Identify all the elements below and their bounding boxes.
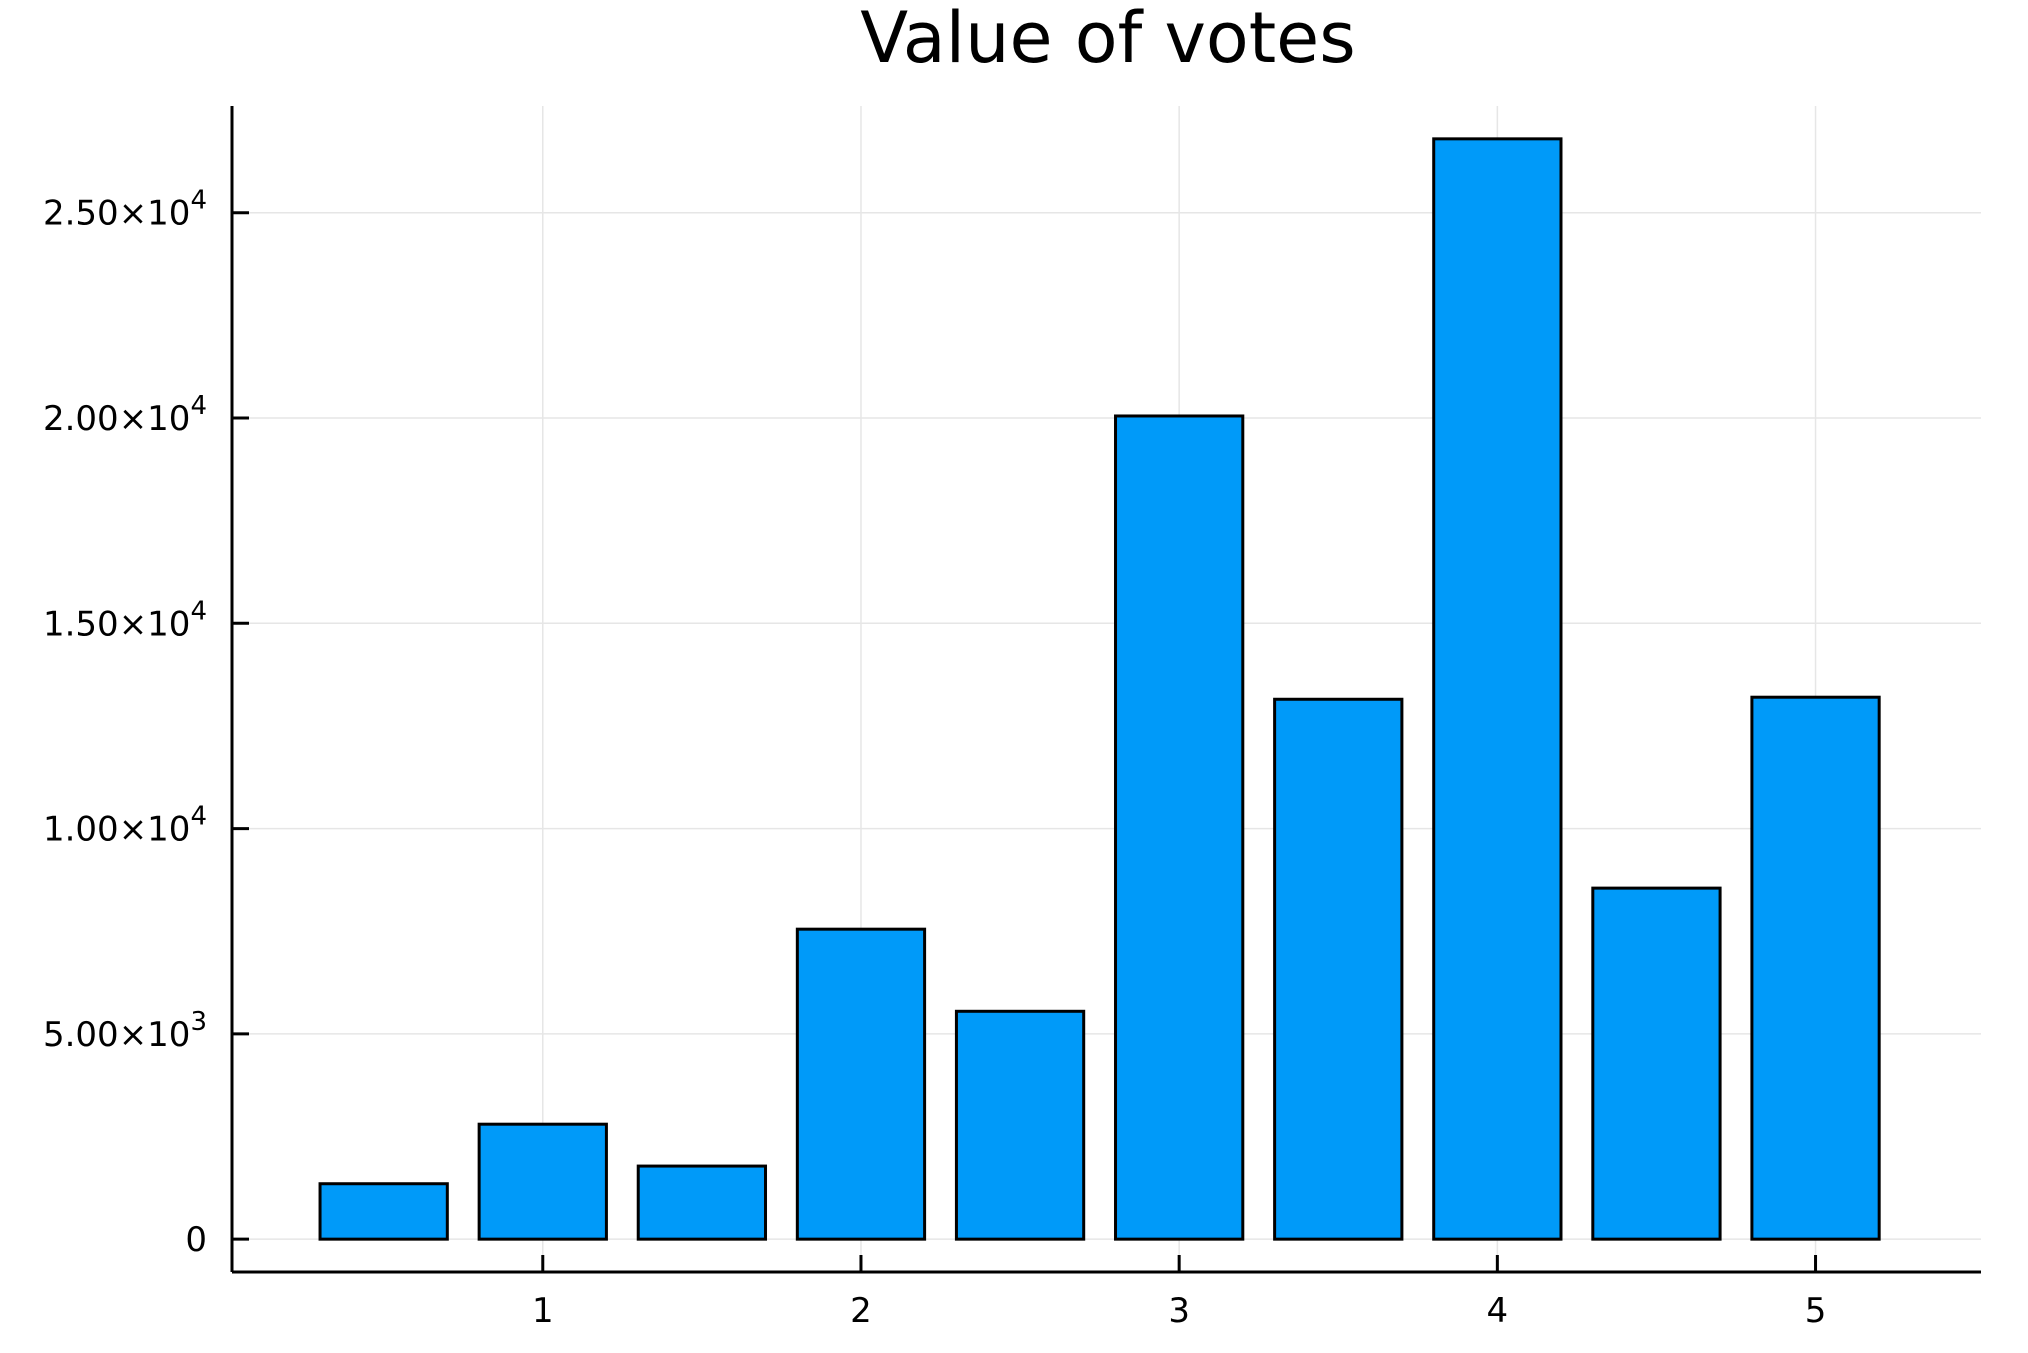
y-tick-label-6: 2.50×104	[43, 186, 207, 234]
y-tick-label-5: 2.00×104	[43, 391, 207, 439]
axes-layer	[230, 106, 1981, 1274]
bars-layer	[318, 137, 1881, 1241]
bar-3	[636, 1164, 768, 1241]
y-tick-label-1: 0	[185, 1220, 207, 1260]
bar-4	[795, 927, 927, 1241]
bar-2	[477, 1122, 608, 1241]
bar-7	[1273, 697, 1404, 1241]
chart-title: Value of votes	[860, 0, 1355, 79]
bar-1	[318, 1182, 449, 1241]
x-tick-label-1: 1	[532, 1291, 554, 1331]
x-tick-label-2: 2	[850, 1291, 872, 1331]
y-tick-label-4: 1.50×104	[43, 596, 207, 644]
tick-labels-layer: 1 2 3 4 5 0 5.00×103 1.00×104 1.50×104 2.00×104 2.…	[43, 186, 1826, 1331]
x-tick-label-5: 5	[1805, 1291, 1827, 1331]
y-tick-label-3: 1.00×104	[43, 802, 207, 850]
x-tick-label-3: 3	[1168, 1291, 1190, 1331]
bar-8	[1432, 137, 1563, 1241]
bar-9	[1591, 886, 1722, 1241]
x-tick-label-4: 4	[1487, 1291, 1509, 1331]
bar-10	[1750, 695, 1881, 1241]
bar-5	[954, 1009, 1086, 1241]
y-tick-label-2: 5.00×103	[43, 1007, 207, 1055]
bar-6	[1114, 414, 1245, 1241]
